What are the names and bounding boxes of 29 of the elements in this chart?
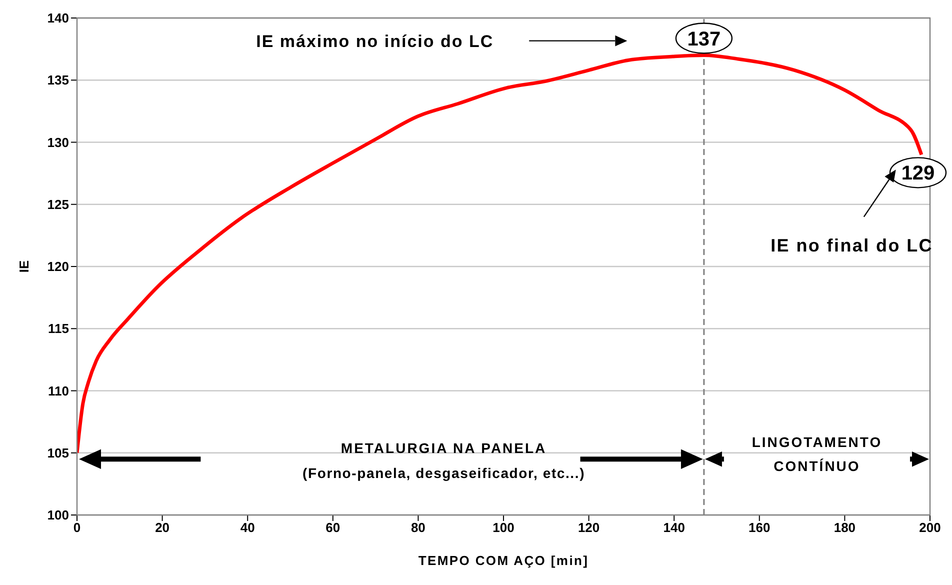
x-tick-label: 60 [326, 520, 340, 536]
y-tick-label: 130 [47, 134, 69, 150]
x-tick-label: 180 [834, 520, 856, 536]
annotation: LINGOTAMENTO CONTÍNUO [752, 434, 882, 474]
x-axis-title: TEMPO COM AÇO [min] [418, 553, 589, 568]
x-tick-label: 140 [663, 520, 685, 536]
x-tick-label: 100 [492, 520, 514, 536]
x-tick-label: 160 [748, 520, 770, 536]
y-tick-label: 105 [47, 445, 69, 460]
annotation: IE máximo no início do LC [256, 32, 494, 51]
y-tick-label: 115 [48, 321, 69, 336]
y-tick-label: 140 [47, 10, 69, 26]
annotation: IE no final do LC [770, 236, 933, 256]
y-axis-title: IE [16, 260, 32, 273]
x-tick-label: 20 [155, 520, 170, 536]
annotation: 137 [687, 28, 721, 50]
annotation: (Forno-panela, desgaseificador, etc...) [302, 465, 586, 482]
annotation: METALURGIA NA PANELA [340, 440, 547, 456]
y-tick-label: 125 [47, 196, 69, 212]
y-tick-label: 135 [47, 72, 69, 88]
y-tick-label: 110 [48, 383, 69, 398]
x-tick-label: 0 [73, 520, 81, 536]
annotation: 129 [901, 162, 935, 185]
y-tick-label: 120 [47, 259, 69, 274]
y-tick-label: 100 [47, 508, 69, 523]
x-tick-label: 200 [919, 520, 941, 536]
x-tick-label: 120 [578, 520, 600, 536]
x-tick-label: 40 [240, 520, 255, 536]
x-tick-label: 80 [410, 520, 426, 536]
